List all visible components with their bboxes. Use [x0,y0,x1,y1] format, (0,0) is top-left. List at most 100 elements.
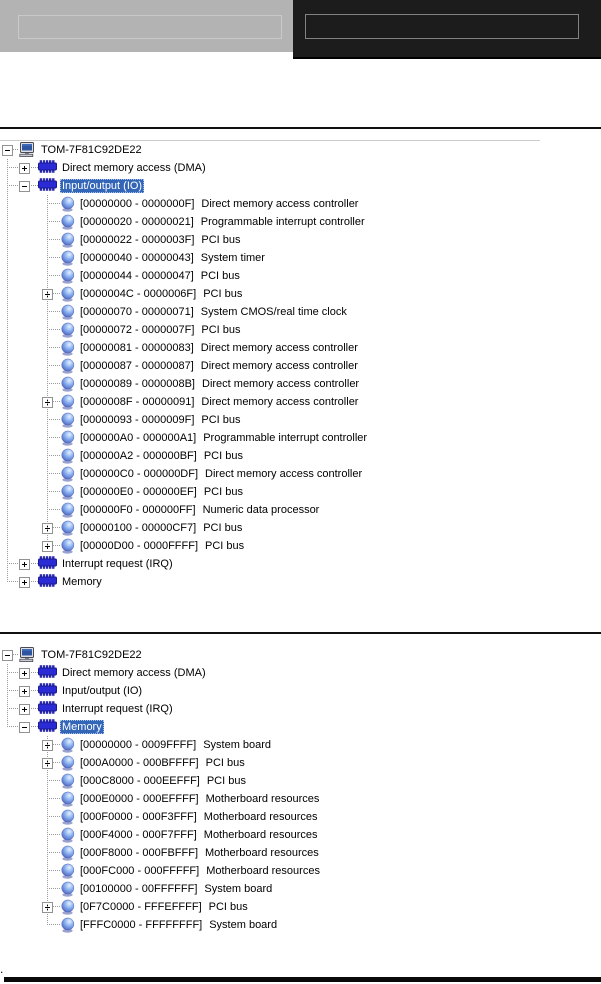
collapse-minus-icon[interactable] [19,722,30,733]
tree-label[interactable]: [00000081 - 00000083] Direct memory acces… [80,341,358,355]
tree-label[interactable]: [00000100 - 00000CF7] PCI bus [80,521,242,535]
tree-row[interactable]: Interrupt request (IRQ) [0,555,595,573]
tree-label[interactable]: TOM-7F81C92DE22 [41,649,142,661]
tree-label[interactable]: [000000E0 - 000000EF] PCI bus [80,485,243,499]
expand-plus-icon[interactable] [19,163,30,174]
resource-range: [00000022 - 0000003F] [80,234,195,246]
tree-row[interactable]: [00000093 - 0000009F] PCI bus [0,411,595,429]
tree-row[interactable]: [000F8000 - 000FBFFF] Motherboard resourc… [0,844,595,862]
resource-range: [000F0000 - 000F3FFF] [80,811,197,823]
tree-row[interactable]: [00000044 - 00000047] PCI bus [0,267,595,285]
tree-row[interactable]: [000A0000 - 000BFFFF] PCI bus [0,754,595,772]
tree-row[interactable]: Input/output (IO) [0,682,595,700]
expand-plus-icon[interactable] [19,577,30,588]
tree-label[interactable]: [000000A2 - 000000BF] PCI bus [80,449,243,463]
tree-row[interactable]: [000E0000 - 000EFFFF] Motherboard resourc… [0,790,595,808]
tree-row[interactable]: [00000000 - 0009FFFF] System board [0,736,595,754]
tree-label[interactable]: [0F7C0000 - FFFEFFFF] PCI bus [80,900,248,914]
tree-label[interactable]: [000A0000 - 000BFFFF] PCI bus [80,756,245,770]
tree-row[interactable]: [00000100 - 00000CF7] PCI bus [0,519,595,537]
tree-label[interactable]: [000000A0 - 000000A1] Programmable interr… [80,431,367,445]
tree-row[interactable]: [00000087 - 00000087] Direct memory acces… [0,357,595,375]
tree-row[interactable]: [0000004C - 0000006F] PCI bus [0,285,595,303]
tree-label[interactable]: TOM-7F81C92DE22 [41,144,142,156]
header-left-field[interactable] [18,15,282,39]
tree-row[interactable]: Memory [0,573,595,591]
tree-label[interactable]: Direct memory access (DMA) [62,667,206,679]
tree-label[interactable]: [00000093 - 0000009F] PCI bus [80,413,241,427]
resource-range: [00000093 - 0000009F] [80,414,195,426]
tree-row[interactable]: [00000000 - 0000000F] Direct memory acces… [0,195,595,213]
tree-label[interactable]: Memory [62,576,102,588]
tree-row[interactable]: Interrupt request (IRQ) [0,700,595,718]
expand-plus-icon[interactable] [19,559,30,570]
section-divider-top [0,127,601,129]
tree-label[interactable]: [000000F0 - 000000FF] Numeric data proces… [80,503,319,517]
tree-label[interactable]: [000000C0 - 000000DF] Direct memory acces… [80,467,362,481]
tree-label[interactable]: [00000000 - 0009FFFF] System board [80,738,271,752]
collapse-minus-icon[interactable] [2,145,13,156]
tree-label[interactable]: [00000044 - 00000047] PCI bus [80,269,240,283]
expand-plus-icon[interactable] [19,704,30,715]
tree-row[interactable]: [00000081 - 00000083] Direct memory acces… [0,339,595,357]
tree-row[interactable]: [00000089 - 0000008B] Direct memory acces… [0,375,595,393]
tree-label[interactable]: [00000089 - 0000008B] Direct memory acces… [80,377,359,391]
tree-row[interactable]: [00000D00 - 0000FFFF] PCI bus [0,537,595,555]
tree-label[interactable]: [00000072 - 0000007F] PCI bus [80,323,241,337]
tree-label-selected[interactable]: Input/output (IO) [60,179,145,193]
tree-label[interactable]: [000F4000 - 000F7FFF] Motherboard resourc… [80,828,318,842]
tree-row[interactable]: [0000008F - 00000091] Direct memory acces… [0,393,595,411]
tree-row[interactable]: [00000040 - 00000043] System timer [0,249,595,267]
tree-label[interactable]: Interrupt request (IRQ) [62,558,173,570]
tree-label[interactable]: Direct memory access (DMA) [62,162,206,174]
tree-row[interactable]: [0F7C0000 - FFFEFFFF] PCI bus [0,898,595,916]
tree-row[interactable]: [000F4000 - 000F7FFF] Motherboard resourc… [0,826,595,844]
tree-label[interactable]: [00000070 - 00000071] System CMOS/real ti… [80,305,347,319]
tree-row[interactable]: [000000A0 - 000000A1] Programmable interr… [0,429,595,447]
tree-row[interactable]: [000000F0 - 000000FF] Numeric data proces… [0,501,595,519]
tree-row[interactable]: Direct memory access (DMA) [0,664,595,682]
resource-device: PCI bus [203,450,243,462]
tree-row[interactable]: [000FC000 - 000FFFFF] Motherboard resourc… [0,862,595,880]
tree-label[interactable]: [00000087 - 00000087] Direct memory acces… [80,359,358,373]
tree-row[interactable]: [00100000 - 00FFFFFF] System board [0,880,595,898]
tree-label[interactable]: [00100000 - 00FFFFFF] System board [80,882,272,896]
tree-label[interactable]: [0000008F - 00000091] Direct memory acces… [80,395,358,409]
tree-row[interactable]: Input/output (IO) [0,177,595,195]
tree-row[interactable]: [FFFC0000 - FFFFFFFF] System board [0,916,595,934]
tree-label[interactable]: Interrupt request (IRQ) [62,703,173,715]
tree-label[interactable]: Input/output (IO) [62,685,143,697]
tree-row[interactable]: [00000072 - 0000007F] PCI bus [0,321,595,339]
tree-label[interactable]: [00000D00 - 0000FFFF] PCI bus [80,539,244,553]
tree-label[interactable]: [000C8000 - 000EEFFF] PCI bus [80,774,246,788]
tree-label[interactable]: [00000020 - 00000021] Programmable interr… [80,215,365,229]
collapse-minus-icon[interactable] [2,650,13,661]
tree-row[interactable]: [000000A2 - 000000BF] PCI bus [0,447,595,465]
tree-label[interactable]: [00000022 - 0000003F] PCI bus [80,233,241,247]
expand-plus-icon[interactable] [19,686,30,697]
tree-label[interactable]: [000E0000 - 000EFFFF] Motherboard resourc… [80,792,319,806]
tree-row[interactable]: [000C8000 - 000EEFFF] PCI bus [0,772,595,790]
tree-label[interactable]: [000F0000 - 000F3FFF] Motherboard resourc… [80,810,318,824]
tree-label-selected[interactable]: Memory [60,720,104,734]
tree-label[interactable]: [FFFC0000 - FFFFFFFF] System board [80,918,277,932]
tree-row[interactable]: [00000020 - 00000021] Programmable interr… [0,213,595,231]
tree-label[interactable]: [000FC000 - 000FFFFF] Motherboard resourc… [80,864,320,878]
tree-row[interactable]: [000000E0 - 000000EF] PCI bus [0,483,595,501]
tree-label[interactable]: [00000000 - 0000000F] Direct memory acces… [80,197,358,211]
collapse-minus-icon[interactable] [19,181,30,192]
tree-row[interactable]: TOM-7F81C92DE22 [0,141,595,159]
expand-plus-icon[interactable] [19,668,30,679]
tree-row[interactable]: Memory [0,718,595,736]
tree-label[interactable]: [00000040 - 00000043] System timer [80,251,265,265]
tree-label[interactable]: [0000004C - 0000006F] PCI bus [80,287,242,301]
header-right-field[interactable] [305,14,579,39]
tree-label[interactable]: [000F8000 - 000FBFFF] Motherboard resourc… [80,846,319,860]
tree-row[interactable]: [000000C0 - 000000DF] Direct memory acces… [0,465,595,483]
resource-icon [61,376,75,396]
tree-row[interactable]: [00000070 - 00000071] System CMOS/real ti… [0,303,595,321]
tree-row[interactable]: [000F0000 - 000F3FFF] Motherboard resourc… [0,808,595,826]
tree-row[interactable]: [00000022 - 0000003F] PCI bus [0,231,595,249]
tree-row[interactable]: TOM-7F81C92DE22 [0,646,595,664]
tree-row[interactable]: Direct memory access (DMA) [0,159,595,177]
